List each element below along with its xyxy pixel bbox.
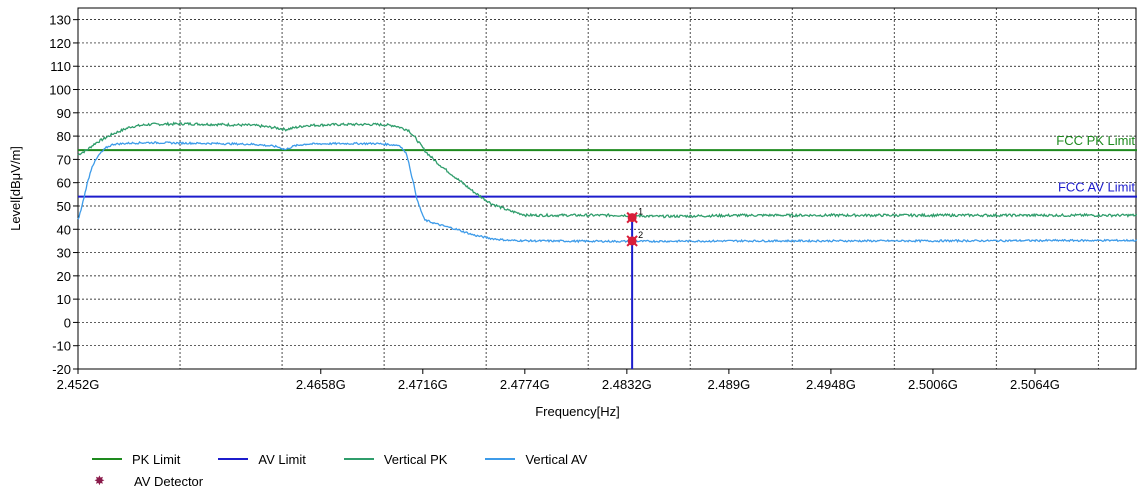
y-tick-label: 80 xyxy=(57,129,71,144)
legend-line-swatch xyxy=(92,458,122,460)
legend-row: PK Limit AV Limit Vertical PK Vertical AV xyxy=(92,448,625,470)
y-tick-label: 110 xyxy=(50,59,71,74)
y-tick-label: 70 xyxy=(57,152,71,167)
limit-lines: FCC PK Limit FCC AV Limit xyxy=(78,133,1137,198)
series-line xyxy=(77,141,1137,244)
x-tick-label: 2.4716G xyxy=(398,377,448,392)
legend-label: AV Detector xyxy=(134,473,204,489)
legend-line-swatch xyxy=(218,458,249,460)
legend-item-av-detector: ✸ AV Detector xyxy=(92,473,203,489)
av-detector-marker: 1 xyxy=(626,207,643,224)
legend-label: Vertical AV xyxy=(525,451,588,467)
x-axis-label: Frequency[Hz] xyxy=(535,404,620,419)
marker-number: 2 xyxy=(638,230,643,240)
x-tick-label: 2.452G xyxy=(57,377,100,392)
plot-border xyxy=(77,7,1137,370)
legend-item: AV Limit xyxy=(218,451,306,467)
legend-label: AV Limit xyxy=(258,451,306,467)
y-tick-label: 40 xyxy=(57,222,71,237)
legend-line-swatch xyxy=(485,458,516,460)
legend-label: Vertical PK xyxy=(383,451,448,467)
y-tick-label: 100 xyxy=(49,83,71,98)
y-tick-label: -10 xyxy=(52,339,71,354)
legend-row: ✸ AV Detector xyxy=(92,470,625,492)
y-tick-label: 90 xyxy=(57,106,71,121)
legend-label: PK Limit xyxy=(132,451,181,467)
x-tick-label: 2.5064G xyxy=(1010,377,1060,392)
legend-item: Vertical PK xyxy=(343,451,448,467)
series-lines xyxy=(77,121,1137,244)
y-axis-label: Level[dBμV/m] xyxy=(8,146,23,231)
y-tick-label: 0 xyxy=(64,315,71,330)
y-tick-label: 20 xyxy=(57,269,71,284)
legend-line-swatch xyxy=(343,458,374,460)
x-tick-label: 2.4832G xyxy=(602,377,652,392)
marker-cross xyxy=(626,211,638,224)
y-tick-label: 50 xyxy=(57,199,71,214)
x-tick-label: 2.4658G xyxy=(296,377,346,392)
markers: 12 xyxy=(626,207,643,247)
limit-label: FCC PK Limit xyxy=(1056,133,1135,148)
x-tick-label: 2.5006G xyxy=(908,377,958,392)
av-detector-marker: 2 xyxy=(626,230,643,247)
x-axis-ticks: 2.452G 2.4658G 2.4716G 2.4774G 2.4832G 2.489G… xyxy=(57,369,1060,392)
grid xyxy=(77,7,1137,370)
y-tick-label: 60 xyxy=(57,176,71,191)
asterisk-star-icon: ✸ xyxy=(94,473,105,488)
x-tick-label: 2.489G xyxy=(708,377,751,392)
legend-item: Vertical AV xyxy=(485,452,587,467)
legend: PK Limit AV Limit Vertical PK Vertical AV ✸… xyxy=(92,448,625,492)
x-tick-label: 2.4774G xyxy=(500,377,550,392)
marker-number: 1 xyxy=(638,207,643,217)
series-line xyxy=(77,121,1137,219)
marker-cross xyxy=(626,235,638,247)
y-tick-label: 10 xyxy=(57,292,71,307)
y-tick-label: -20 xyxy=(52,362,71,377)
y-tick-label: 130 xyxy=(49,13,71,28)
x-tick-label: 2.4948G xyxy=(806,377,856,392)
y-tick-label: 30 xyxy=(57,246,71,261)
y-tick-label: 120 xyxy=(49,36,71,51)
legend-item: PK Limit xyxy=(92,452,180,467)
limit-label: FCC AV Limit xyxy=(1058,180,1135,195)
